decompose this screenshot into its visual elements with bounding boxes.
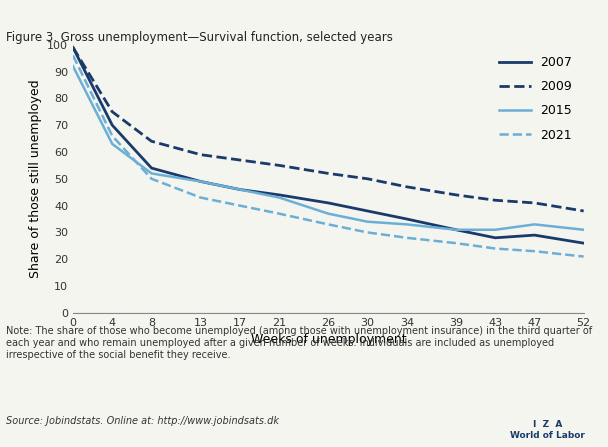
2015: [237, 187, 244, 192]
2007: [580, 240, 587, 246]
2015: [325, 211, 332, 216]
X-axis label: Weeks of unemployment: Weeks of unemployment: [250, 333, 406, 346]
2007: [325, 200, 332, 206]
2015: [403, 222, 410, 227]
2015: [148, 171, 155, 176]
2009: [325, 171, 332, 176]
2015: [492, 227, 499, 232]
2007: [237, 187, 244, 192]
2009: [531, 200, 538, 206]
2009: [275, 163, 283, 168]
Line: 2009: 2009: [73, 47, 584, 211]
2009: [580, 208, 587, 214]
2009: [148, 139, 155, 144]
2009: [452, 192, 460, 198]
2015: [69, 63, 77, 69]
2009: [197, 152, 204, 157]
2021: [197, 195, 204, 200]
2007: [275, 192, 283, 198]
Text: Note: The share of those who become unemployed (among those with unemployment in: Note: The share of those who become unem…: [6, 326, 592, 359]
2007: [109, 122, 116, 128]
Legend: 2007, 2009, 2015, 2021: 2007, 2009, 2015, 2021: [494, 51, 578, 147]
Text: I  Z  A
World of Labor: I Z A World of Labor: [510, 420, 585, 439]
2015: [197, 179, 204, 184]
2007: [69, 45, 77, 50]
Text: Figure 3. Gross unemployment—Survival function, selected years: Figure 3. Gross unemployment—Survival fu…: [6, 31, 393, 44]
2021: [109, 133, 116, 139]
2021: [580, 254, 587, 259]
2007: [492, 235, 499, 240]
2015: [531, 222, 538, 227]
Line: 2021: 2021: [73, 55, 584, 257]
2009: [237, 157, 244, 163]
2009: [403, 184, 410, 190]
2021: [364, 230, 371, 235]
2009: [492, 198, 499, 203]
2007: [531, 232, 538, 238]
2015: [452, 227, 460, 232]
2015: [109, 141, 116, 147]
Line: 2015: 2015: [73, 66, 584, 230]
2021: [69, 53, 77, 58]
2021: [492, 246, 499, 251]
2021: [148, 176, 155, 181]
2015: [364, 219, 371, 224]
2021: [531, 249, 538, 254]
2021: [452, 240, 460, 246]
2015: [580, 227, 587, 232]
2015: [275, 195, 283, 200]
2009: [109, 109, 116, 114]
2007: [197, 179, 204, 184]
2021: [403, 235, 410, 240]
2007: [148, 165, 155, 171]
2007: [403, 216, 410, 222]
2021: [325, 222, 332, 227]
2021: [237, 203, 244, 208]
2009: [364, 176, 371, 181]
2007: [364, 208, 371, 214]
2007: [452, 227, 460, 232]
2009: [69, 45, 77, 50]
Text: Source: Jobindstats. Online at: http://www.jobindsats.dk: Source: Jobindstats. Online at: http://w…: [6, 416, 279, 426]
Y-axis label: Share of those still unemployed: Share of those still unemployed: [29, 80, 41, 278]
Line: 2007: 2007: [73, 47, 584, 243]
2021: [275, 211, 283, 216]
